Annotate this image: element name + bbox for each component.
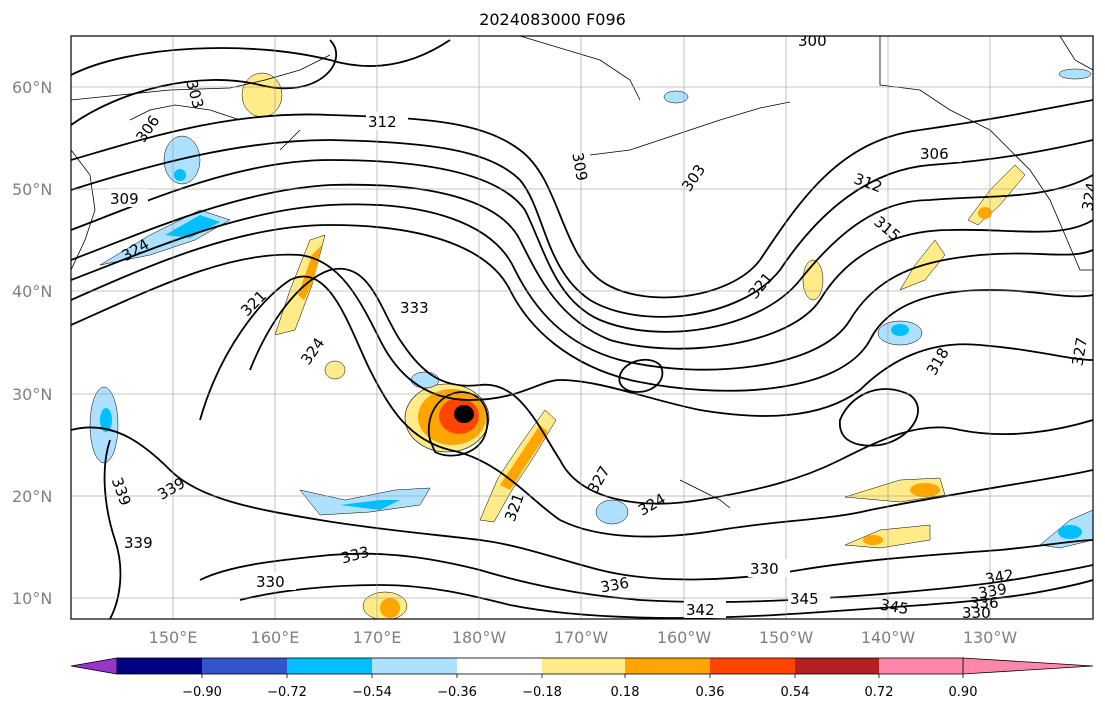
- lon-tick: 180°W: [452, 628, 507, 647]
- yellow-patch-small: [324, 360, 346, 380]
- blue-patch-small: [410, 371, 440, 389]
- rain-band-orange: [500, 425, 548, 490]
- lat-tick: 40°N: [12, 282, 52, 301]
- contour-lines: [71, 39, 1093, 619]
- contour-label: 333: [400, 299, 429, 317]
- contour-label: 327: [1068, 336, 1091, 367]
- contour-label: 312: [368, 113, 397, 131]
- colorbar-segment: [879, 658, 963, 674]
- cyan-patch-east: [891, 324, 909, 336]
- contour-label: 345: [879, 596, 910, 619]
- colorbar-left-extension: [70, 657, 118, 675]
- colorbar-right-extension: [962, 657, 1094, 675]
- contour-label: 309: [568, 151, 591, 182]
- colorbar-label: 0.54: [781, 685, 810, 700]
- contour-label: 342: [686, 601, 715, 619]
- colorbar-label: 0.90: [949, 685, 978, 700]
- yellow-patch-north: [241, 72, 283, 118]
- map-title: 2024083000 F096: [479, 10, 626, 29]
- colorbar-label: 0.18: [611, 685, 640, 700]
- lon-tick: 170°E: [353, 628, 402, 647]
- lon-tick: 160°E: [251, 628, 300, 647]
- contour-label: 306: [920, 145, 949, 163]
- cyan-band-south: [340, 500, 400, 510]
- lon-tick: 150°W: [759, 628, 814, 647]
- colorbar-segment: [287, 658, 372, 674]
- orange-patch-south: [380, 598, 400, 618]
- cyan-patch-southeast: [1058, 525, 1082, 539]
- colorbar-segment: [457, 658, 542, 674]
- lat-tick: 50°N: [12, 180, 52, 199]
- colorbar-label: −0.54: [352, 685, 392, 700]
- lat-tick: 30°N: [12, 385, 52, 404]
- blue-band-south: [299, 487, 431, 516]
- colorbar-segment: [202, 658, 287, 674]
- map-background: [71, 36, 1093, 619]
- contour-label: 324: [1078, 181, 1101, 212]
- colorbar-label: −0.72: [267, 685, 307, 700]
- blue-patch-alaska: [1058, 68, 1092, 80]
- colorbar-label: 0.72: [865, 685, 894, 700]
- contour-label: 339: [977, 580, 1008, 603]
- blue-patch-hawaii: [595, 499, 629, 525]
- latitude-ticks: 60°N 50°N 40°N 30°N 20°N 10°N: [12, 78, 52, 608]
- contour-label: 330: [962, 604, 991, 622]
- contour-label: 345: [790, 590, 819, 608]
- colorbar-label: −0.18: [522, 685, 562, 700]
- contour-label: 336: [599, 574, 630, 597]
- map-frame: [70, 35, 1094, 620]
- yellow-patch-mid-east: [802, 259, 824, 301]
- colorbar-segment: [117, 658, 202, 674]
- colorbar-outline: [116, 657, 964, 675]
- contour-label: 309: [110, 190, 139, 208]
- lat-tick: 60°N: [12, 78, 52, 97]
- colorbar-segment: [795, 658, 879, 674]
- colorbar-label: 0.36: [696, 685, 725, 700]
- contour-label: 336: [970, 594, 999, 612]
- cyan-patch-north: [174, 169, 186, 181]
- gridlines: [71, 36, 1093, 619]
- longitude-ticks: 150°E 160°E 170°E 180°W 170°W 160°W 150°…: [149, 628, 1018, 647]
- contour-label: 300: [798, 32, 827, 50]
- contour-label: 342: [984, 566, 1015, 589]
- jet-cyan-band: [165, 215, 220, 238]
- orange-patch-coast: [978, 207, 992, 219]
- lat-tick: 20°N: [12, 487, 52, 506]
- orange-patch-east-15n: [863, 535, 883, 545]
- colorbar-segment: [542, 658, 625, 674]
- orange-patch-east-20n: [910, 483, 940, 497]
- lon-tick: 130°W: [963, 628, 1018, 647]
- colorbar-label: −0.90: [182, 685, 222, 700]
- colorbar-ticks: [201, 674, 964, 678]
- colorbar-label: −0.36: [437, 685, 477, 700]
- lon-tick: 150°E: [149, 628, 198, 647]
- contour-label: 330: [750, 560, 779, 578]
- colorbar-segment: [710, 658, 795, 674]
- contour-label: 330: [256, 573, 285, 591]
- blue-patch-aleutian: [663, 90, 689, 104]
- lon-tick: 170°W: [554, 628, 609, 647]
- colorbar: −0.90 −0.72 −0.54 −0.36 −0.18 0.18 0.36 …: [70, 657, 1094, 700]
- colorbar-segment: [625, 658, 710, 674]
- storm-black-core: [454, 405, 474, 423]
- contour-label: 339: [124, 534, 153, 552]
- colorbar-segment: [372, 658, 457, 674]
- cyan-patch-west: [100, 408, 112, 432]
- lat-tick: 10°N: [12, 589, 52, 608]
- lon-tick: 160°W: [657, 628, 712, 647]
- lon-tick: 140°W: [861, 628, 916, 647]
